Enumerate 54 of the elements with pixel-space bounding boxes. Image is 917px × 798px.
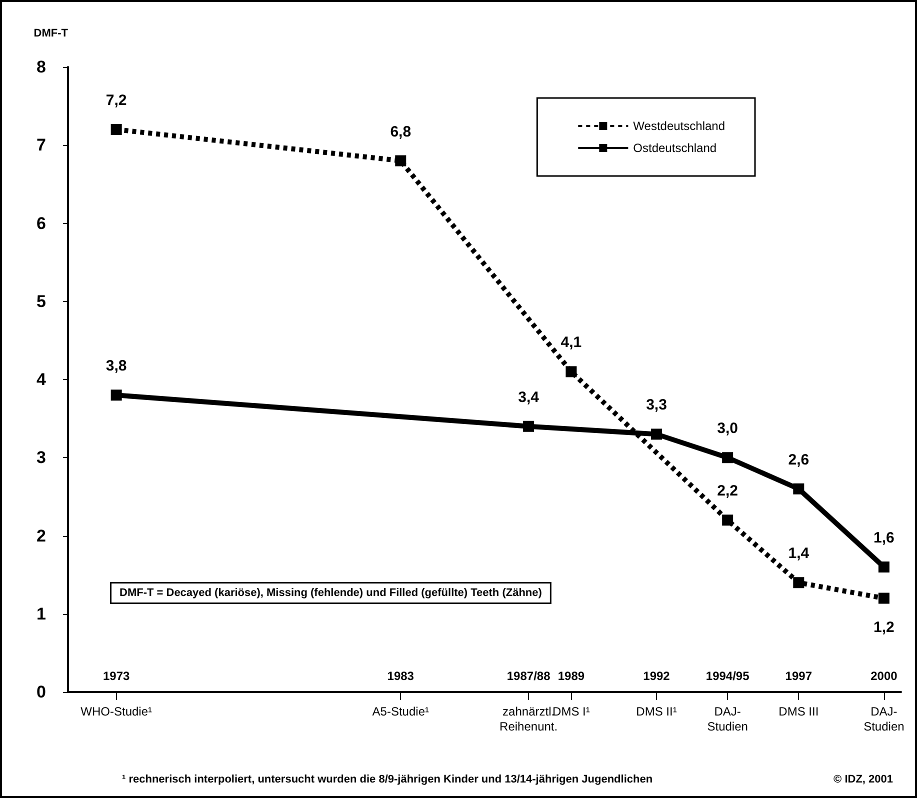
y-tick-label: 3 [36, 448, 46, 468]
data-label: 2,6 [788, 451, 810, 468]
point [722, 452, 734, 464]
data-label: 3,3 [646, 396, 667, 414]
data-label: 7,2 [106, 92, 127, 109]
annotation: DMF-T = Decayed (kariöse), Missing (fehlende) und Filled (gefüllte) Teeth (Zähne) [120, 587, 542, 599]
point [395, 155, 406, 166]
y-tick-label: 0 [36, 682, 46, 702]
data-label: 1,2 [874, 618, 894, 636]
point [722, 514, 734, 526]
x-tick-label: 1994/95 [706, 669, 750, 683]
text: DAJ- Studien [707, 704, 748, 734]
data-label: 1,4 [788, 545, 810, 562]
y-tick-label: 7 [36, 136, 46, 155]
text: A5-Studie¹ [372, 704, 429, 718]
x-tick-label: 1983 [387, 669, 414, 683]
text: ¹ rechnerisch interpoliert, untersucht wurden die 8/9-jährigen Kinder und 13/14-jährigen Jugendlichen [122, 774, 653, 786]
y-tick-label: 5 [36, 292, 46, 311]
point [566, 366, 577, 378]
legend-label: Ostdeutschland [633, 141, 717, 155]
data-label: 4,1 [560, 334, 582, 352]
text: DMS I¹ [552, 704, 590, 718]
x-tick-label: 2000 [870, 669, 898, 683]
x-tick-label: 1997 [785, 669, 812, 683]
y-tick-label: 1 [36, 604, 46, 624]
x-tick-label: 1973 [102, 669, 130, 683]
y-tick-label: 2 [36, 526, 46, 546]
point [651, 428, 662, 440]
data-label: 6,8 [390, 123, 412, 140]
text: © IDZ, 2001 [834, 774, 894, 786]
y-tick-label: 4 [36, 370, 47, 389]
point [110, 390, 122, 401]
y-tick-label: 6 [36, 214, 46, 233]
y-axis-title: DMF-T [34, 28, 68, 40]
text: DAJ- Studien [864, 704, 904, 734]
point [793, 577, 804, 588]
x-tick-label: 1989 [558, 669, 585, 683]
data-label: 3,8 [106, 358, 127, 375]
text: DMS II¹ [636, 704, 677, 718]
point [793, 483, 804, 494]
data-label: 1,6 [874, 530, 894, 546]
point [523, 420, 534, 432]
data-label: 3,0 [717, 420, 738, 438]
point [110, 124, 122, 135]
data-label: 2,2 [717, 482, 738, 500]
data-label: 3,4 [518, 388, 540, 406]
point [878, 592, 890, 604]
point [878, 562, 890, 572]
x-tick-label: 1987/88 [506, 669, 551, 683]
x-tick-label: 1992 [643, 669, 670, 683]
legend-label: Westdeutschland [633, 119, 726, 133]
text: WHO-Studie¹ [80, 704, 152, 718]
y-tick-label: 8 [36, 58, 46, 76]
text: DMS III [778, 704, 819, 718]
